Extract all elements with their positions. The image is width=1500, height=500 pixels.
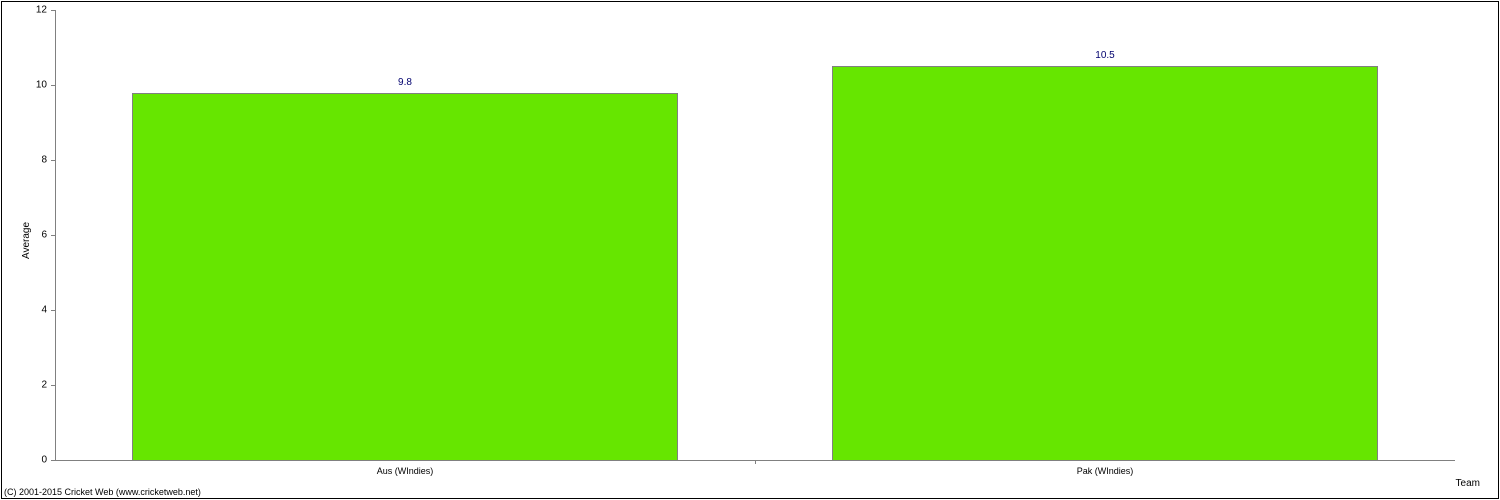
bar-value-label: 9.8 — [398, 77, 412, 88]
copyright-text: (C) 2001-2015 Cricket Web (www.cricketwe… — [4, 487, 201, 497]
y-tick-label: 2 — [41, 380, 47, 391]
x-tick-mark — [755, 460, 756, 464]
bar — [832, 66, 1378, 460]
y-tick-mark — [51, 10, 55, 11]
y-tick-label: 8 — [41, 155, 47, 166]
bar-value-label: 10.5 — [1095, 50, 1114, 61]
x-tick-label: Aus (WIndies) — [377, 466, 434, 476]
y-tick-label: 4 — [41, 305, 47, 316]
y-tick-mark — [51, 385, 55, 386]
y-tick-label: 10 — [36, 80, 47, 91]
y-tick-mark — [51, 160, 55, 161]
y-tick-mark — [51, 310, 55, 311]
x-tick-label: Pak (WIndies) — [1077, 466, 1134, 476]
chart-container: Average Team (C) 2001-2015 Cricket Web (… — [0, 0, 1500, 500]
y-axis-title: Average — [21, 222, 32, 259]
y-tick-mark — [51, 460, 55, 461]
y-tick-label: 12 — [36, 5, 47, 16]
bar — [132, 93, 678, 461]
y-tick-label: 0 — [41, 455, 47, 466]
y-tick-label: 6 — [41, 230, 47, 241]
y-tick-mark — [51, 235, 55, 236]
x-axis-title: Team — [1456, 478, 1480, 489]
y-tick-mark — [51, 85, 55, 86]
y-axis-line — [55, 10, 56, 460]
